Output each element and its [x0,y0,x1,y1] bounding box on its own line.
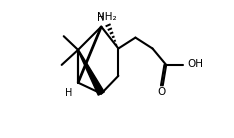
Text: NH₂: NH₂ [97,12,117,22]
Text: H: H [97,13,104,23]
Text: H: H [66,88,73,98]
Polygon shape [78,50,104,95]
Polygon shape [77,26,102,83]
Text: O: O [157,87,165,97]
Text: OH: OH [187,59,203,69]
